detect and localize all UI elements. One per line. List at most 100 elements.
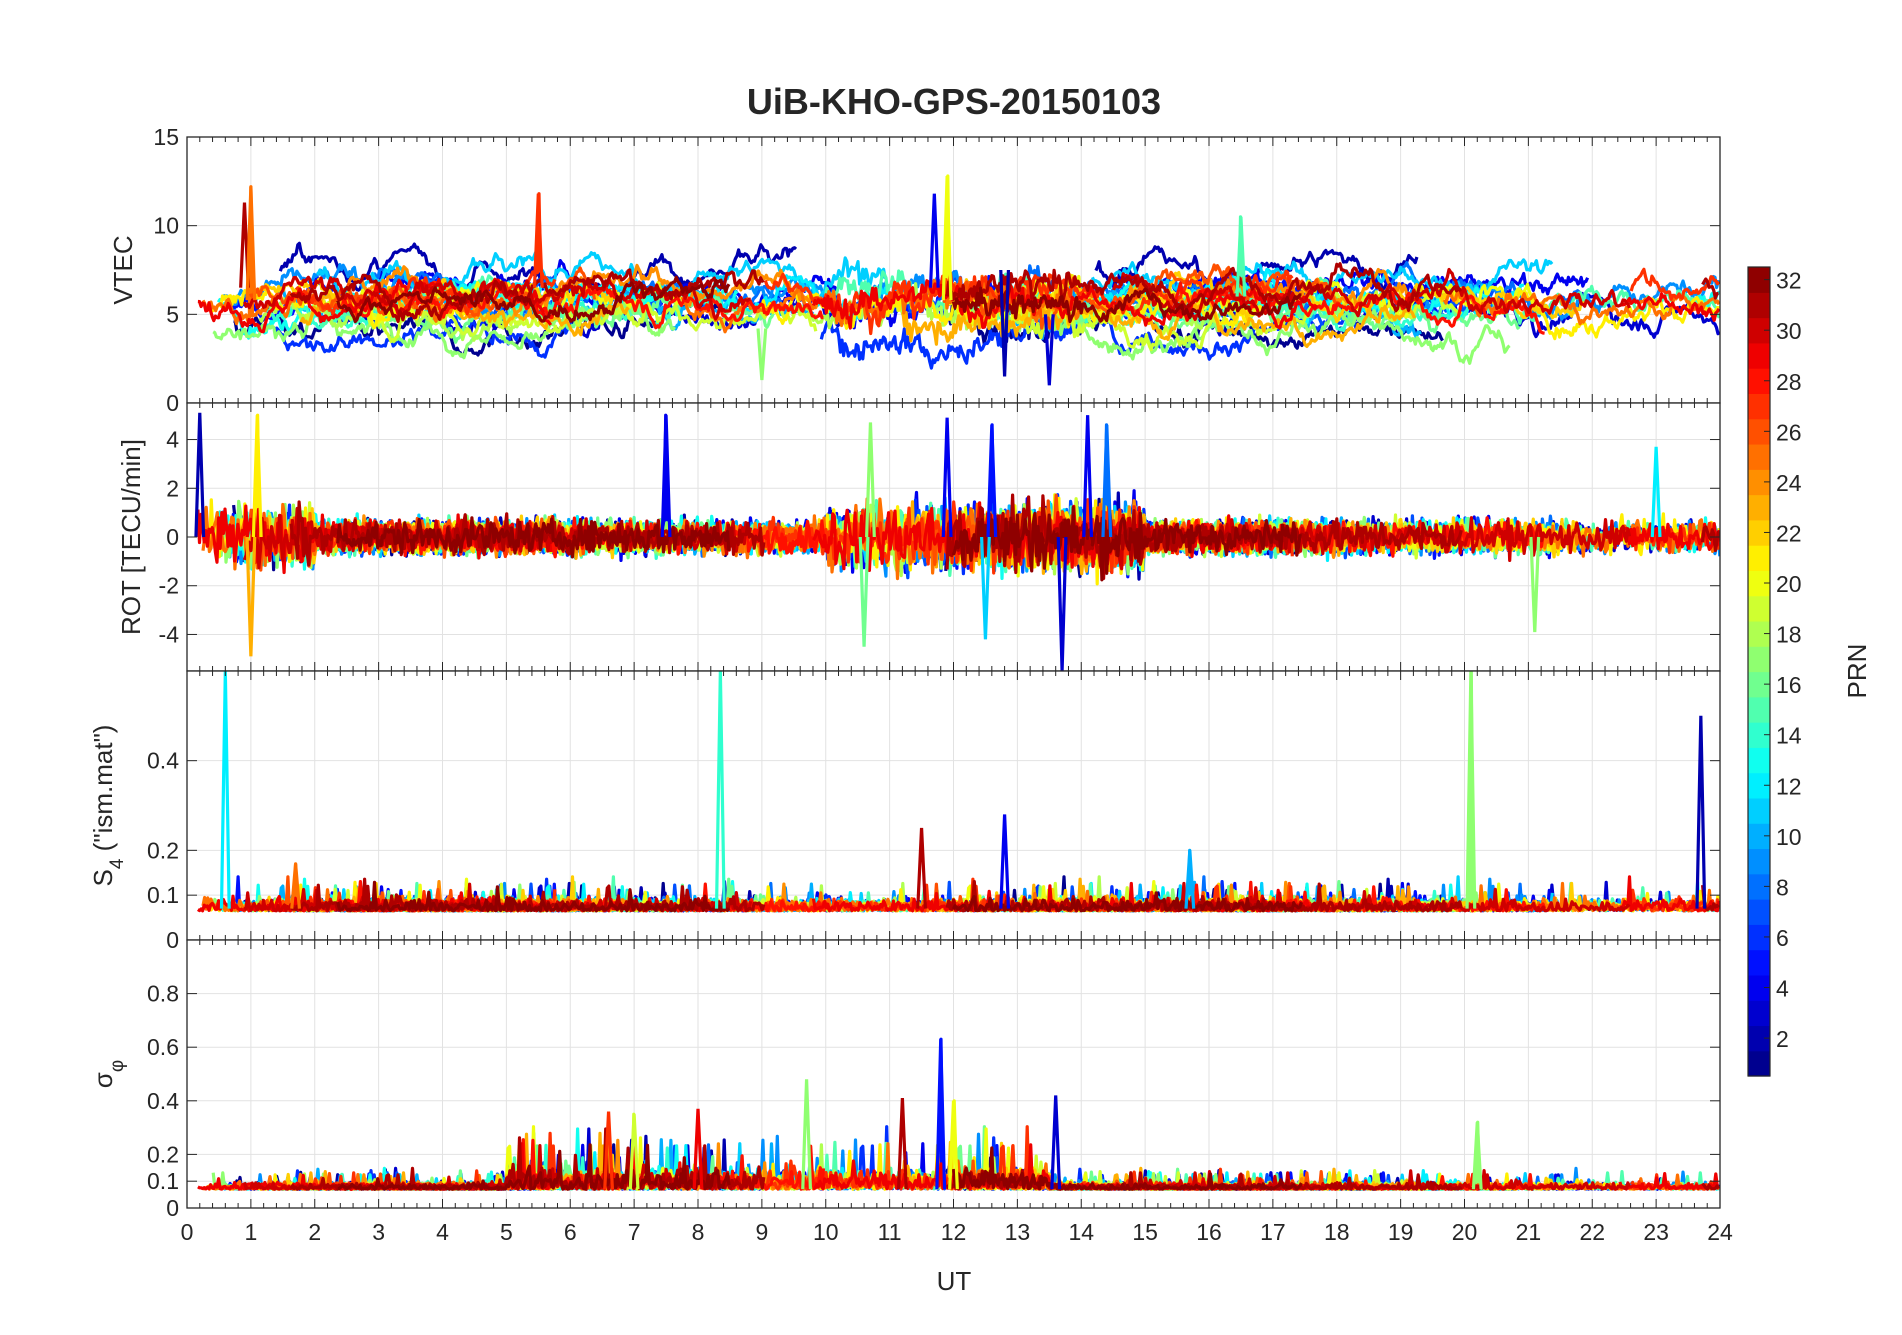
colorbar-tick-label: 16: [1776, 672, 1802, 698]
spike-prn-17: [865, 422, 876, 538]
colorbar-tick-label: 2: [1776, 1026, 1789, 1052]
colorbar-swatch-12: [1748, 772, 1770, 799]
x-tick-label: 16: [1196, 1219, 1222, 1245]
spike-prn-4: [941, 417, 953, 538]
series-line-prn-29: [811, 279, 1319, 330]
spike-group: [219, 671, 1707, 909]
spike-prn-3: [1056, 536, 1068, 671]
series-line-prn-23: [901, 291, 1417, 348]
spike-group: [239, 175, 1247, 386]
colorbar-swatch-3: [1748, 1000, 1770, 1027]
x-tick-label: 0: [181, 1219, 194, 1245]
series-line-prn-32: [951, 505, 1302, 582]
colorbar-tick-label: 26: [1776, 419, 1802, 445]
colorbar-swatch-17: [1748, 646, 1770, 673]
colorbar-swatch-7: [1748, 899, 1770, 925]
x-tick-label: 9: [755, 1219, 768, 1245]
colorbar-tick-label: 4: [1776, 976, 1789, 1002]
colorbar-swatch-13: [1748, 747, 1770, 774]
colorbar-tick-label: 32: [1776, 268, 1802, 294]
colorbar-swatch-1: [1748, 1050, 1770, 1077]
colorbar-tick-label: 6: [1776, 925, 1789, 951]
y-tick-label: 2: [166, 475, 179, 501]
spike-prn-31: [896, 1098, 908, 1190]
y-tick-label: 0.6: [147, 1034, 179, 1060]
series-line-prn-17: [1017, 300, 1511, 365]
colorbar-tick-label: 22: [1776, 520, 1802, 546]
colorbar-tick-label: 28: [1776, 369, 1802, 395]
colorbar-swatch-11: [1748, 797, 1770, 824]
y-tick-label: 0: [166, 927, 179, 953]
x-tick-label: 6: [564, 1219, 577, 1245]
x-tick-label: 5: [500, 1219, 513, 1245]
x-tick-label: 12: [941, 1219, 967, 1245]
spike-group: [603, 1039, 1483, 1190]
x-tick-label: 10: [813, 1219, 839, 1245]
y-tick-label: 0.1: [147, 1168, 179, 1194]
colorbar-tick-label: 18: [1776, 622, 1802, 648]
x-tick-label: 4: [436, 1219, 449, 1245]
y-tick-label: -4: [159, 621, 180, 647]
y-tick-label: 0.8: [147, 981, 179, 1007]
colorbar-swatch-21: [1748, 545, 1770, 571]
series-line-prn-11: [316, 251, 887, 304]
series-line-prn-27: [1629, 267, 1720, 301]
colorbar-swatch-6: [1748, 924, 1770, 951]
x-tick-label: 22: [1579, 1219, 1605, 1245]
series-group: [196, 413, 1720, 586]
spike-prn-27: [603, 1111, 615, 1190]
x-tick-label: 18: [1324, 1219, 1350, 1245]
y-axis-label-rot: ROT [TECU/min]: [116, 439, 146, 635]
spike-prn-23: [245, 536, 257, 657]
colorbar-swatch-9: [1748, 848, 1770, 875]
colorbar-label: PRN: [1842, 644, 1872, 699]
colorbar-tick-label: 8: [1776, 874, 1789, 900]
x-tick-label: 19: [1388, 1219, 1414, 1245]
spike-prn-10: [1184, 850, 1196, 909]
panel-rot: -4 -2 0 2 4 ROT [TECU/min]: [116, 402, 1721, 672]
colorbar-frame: [1747, 266, 1771, 1077]
y-tick-label: 0.2: [147, 837, 179, 863]
series-group: [196, 671, 1720, 913]
series-line-prn-30: [1112, 267, 1631, 321]
colorbar-swatch-8: [1748, 873, 1770, 900]
y-tick-label: 10: [153, 213, 179, 239]
spike-prn-20: [941, 175, 953, 301]
colorbar-tick-label: 30: [1776, 318, 1802, 344]
series-group: [197, 174, 1720, 370]
spike-prn-2: [1695, 715, 1707, 909]
spike-prn-11: [980, 536, 991, 640]
colorbar-swatch-26: [1748, 418, 1770, 445]
spike-prn-27: [532, 193, 544, 288]
colorbar-swatch-29: [1748, 342, 1770, 369]
y-label-sub: φ: [107, 1060, 128, 1072]
panel-s4: 0 0.1 0.2 0.4 S4 ("ism.mat"): [88, 670, 1721, 953]
y-label-main: σ: [88, 1072, 118, 1088]
spike-prn-4: [928, 193, 940, 288]
y-tick-label: 0: [166, 1195, 179, 1221]
y-tick-label: 5: [166, 301, 179, 327]
colorbar-tick-label: 12: [1776, 773, 1802, 799]
colorbar-tick-label: 14: [1776, 723, 1802, 749]
x-tick-label: 23: [1643, 1219, 1669, 1245]
panel-vtec: 0 5 10 15 VTEC: [108, 124, 1721, 416]
x-tick-label: 8: [692, 1219, 705, 1245]
minor-ticks: [186, 403, 1721, 671]
colorbar-swatch-24: [1748, 469, 1770, 496]
spike-prn-4: [1082, 415, 1094, 538]
x-tick-label: 7: [628, 1219, 641, 1245]
y-tick-label: -2: [159, 573, 179, 599]
colorbar-tick-label: 24: [1776, 470, 1802, 496]
series-line-prn-31: [945, 262, 1462, 313]
y-tick-label: 0.2: [147, 1141, 179, 1167]
spike-prn-17: [756, 328, 768, 381]
colorbar-swatch-28: [1748, 368, 1770, 395]
colorbar-swatch-19: [1748, 595, 1770, 622]
spike-prn-3: [1043, 314, 1055, 386]
y-tick-label: 4: [166, 427, 179, 453]
spike-prn-17: [1465, 671, 1477, 909]
colorbar-swatch-15: [1748, 696, 1770, 723]
spike-prn-15: [1235, 216, 1247, 297]
spike-group: [194, 412, 1662, 671]
